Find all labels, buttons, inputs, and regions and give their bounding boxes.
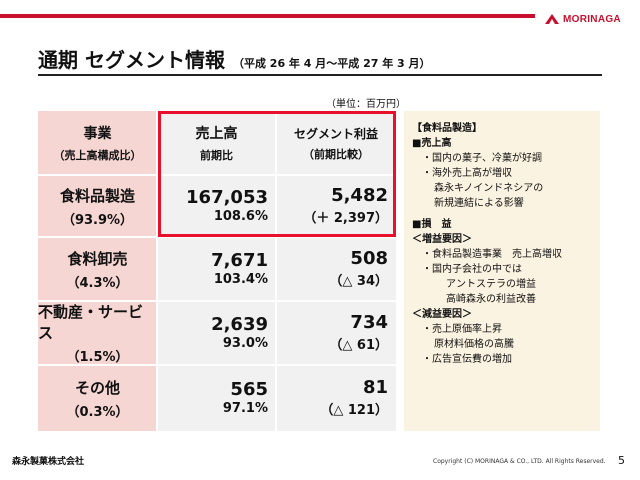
- copyright-notice: Copyright (C) MORINAGA & CO., LTD. All R…: [433, 458, 606, 465]
- row-divider: [38, 300, 396, 302]
- notes-panel: 【食料品製造】 ■売上高 ・国内の菓子、冷菓が好調 ・海外売上高が増収 森永キノ…: [404, 111, 600, 431]
- highlight-frame: [158, 111, 396, 237]
- notes-sales-heading: ■売上高: [412, 138, 452, 149]
- unit-label: （単位：百万円）: [326, 99, 406, 110]
- page-number: 5: [618, 454, 625, 467]
- row-divider: [38, 364, 396, 366]
- header-business-label: 事業: [83, 126, 112, 142]
- page-title: 通期 セグメント情報: [38, 48, 225, 72]
- sales-yoy: 93.0%: [222, 336, 268, 351]
- note-item-detail: 新規連結による影響: [434, 198, 524, 209]
- column-divider: [156, 111, 158, 431]
- header-profit-sub: （前期比較）: [303, 147, 369, 161]
- table-row-profit: 5,482 （＋ 2,397）: [276, 175, 396, 237]
- note-item: ・国内子会社の中では: [422, 264, 522, 275]
- note-item: ・海外売上高が増収: [422, 168, 512, 179]
- note-item-detail: 森永キノインドネシアの: [434, 183, 544, 194]
- table-row-sales: 2,639 93.0%: [157, 301, 276, 365]
- sales-value: 2,639: [211, 314, 268, 335]
- header-business: 事業 （売上高構成比）: [38, 111, 157, 175]
- segment-table: 事業 （売上高構成比） 売上高 前期比 セグメント利益 （前期比較） 食料品製造…: [38, 111, 396, 431]
- header-sales-sub: 前期比: [200, 149, 233, 162]
- segment-share: （93.9%）: [61, 212, 134, 228]
- page-subtitle: （平成 26 年 4 月～平成 27 年 3 月）: [232, 57, 431, 70]
- table-row-name: その他 （0.3%）: [38, 365, 157, 431]
- note-item: ・売上原価率上昇: [422, 324, 502, 335]
- table-row-profit: 81 （△ 121）: [276, 365, 396, 431]
- segment-name: 食料卸売: [67, 249, 128, 268]
- profit-value: 734: [350, 312, 388, 333]
- table-row-name: 食料卸売 （4.3%）: [38, 237, 157, 301]
- morinaga-logo: MORINAGA: [544, 13, 621, 25]
- header-sales: 売上高 前期比: [157, 111, 276, 175]
- morinaga-angel-icon: [545, 14, 559, 24]
- segment-name: その他: [74, 378, 120, 397]
- note-item-detail: 原材料価格の高騰: [434, 339, 514, 350]
- title-row: 通期 セグメント情報 （平成 26 年 4 月～平成 27 年 3 月）: [38, 44, 431, 73]
- segment-share: （1.5%）: [66, 350, 129, 365]
- header-profit: セグメント利益 （前期比較）: [276, 111, 396, 175]
- profit-change: （△ 121）: [320, 403, 388, 418]
- table-row-sales: 7,671 103.4%: [157, 237, 276, 301]
- header-bar: [0, 14, 535, 18]
- title-underline: [38, 74, 602, 76]
- profit-change: （＋ 2,397）: [303, 211, 388, 226]
- company-name: 森永製菓株式会社: [12, 457, 85, 467]
- segment-share: （0.3%）: [66, 404, 129, 420]
- segment-name: 不動産・サービス: [38, 303, 144, 342]
- note-item: ・食料品製造事業 売上高増収: [422, 249, 562, 260]
- note-item: ・広告宣伝費の増加: [422, 354, 512, 365]
- table-row-name: 食料品製造 （93.9%）: [38, 175, 157, 237]
- table-row-profit: 734 （△ 61）: [276, 301, 396, 365]
- note-item: ・国内の菓子、冷菓が好調: [422, 153, 542, 164]
- row-divider: [38, 174, 396, 176]
- notes-increase-heading: ＜増益要因＞: [412, 234, 472, 245]
- notes-decrease-heading: ＜減益要因＞: [412, 309, 472, 320]
- profit-change: （△ 61）: [329, 338, 388, 353]
- sales-value: 167,053: [186, 187, 268, 208]
- note-item-detail: 高崎森永の利益改善: [446, 294, 536, 305]
- header-profit-label: セグメント利益: [293, 126, 378, 141]
- segment-name: 食料品製造: [59, 186, 135, 205]
- profit-value: 5,482: [331, 185, 388, 206]
- segment-share: （4.3%）: [66, 275, 129, 291]
- logo-text: MORINAGA: [563, 13, 621, 25]
- header-business-sub: （売上高構成比）: [53, 149, 142, 162]
- sales-yoy: 103.4%: [213, 272, 268, 287]
- notes-profit-heading: ■損 益: [412, 219, 452, 230]
- table-row-profit: 508 （△ 34）: [276, 237, 396, 301]
- column-divider: [275, 111, 277, 431]
- sales-yoy: 108.6%: [213, 209, 268, 224]
- profit-value: 81: [362, 377, 388, 398]
- sales-value: 565: [230, 379, 268, 400]
- header-sales-label: 売上高: [195, 126, 238, 142]
- sales-value: 7,671: [211, 250, 268, 271]
- profit-change: （△ 34）: [329, 274, 388, 289]
- profit-value: 508: [350, 248, 388, 269]
- table-row-name: 不動産・サービス （1.5%）: [38, 301, 157, 365]
- note-item-detail: アントステラの増益: [446, 279, 536, 290]
- table-row-sales: 565 97.1%: [157, 365, 276, 431]
- table-row-sales: 167,053 108.6%: [157, 175, 276, 237]
- sales-yoy: 97.1%: [222, 401, 268, 416]
- notes-heading: 【食料品製造】: [412, 123, 482, 134]
- row-divider: [38, 236, 396, 238]
